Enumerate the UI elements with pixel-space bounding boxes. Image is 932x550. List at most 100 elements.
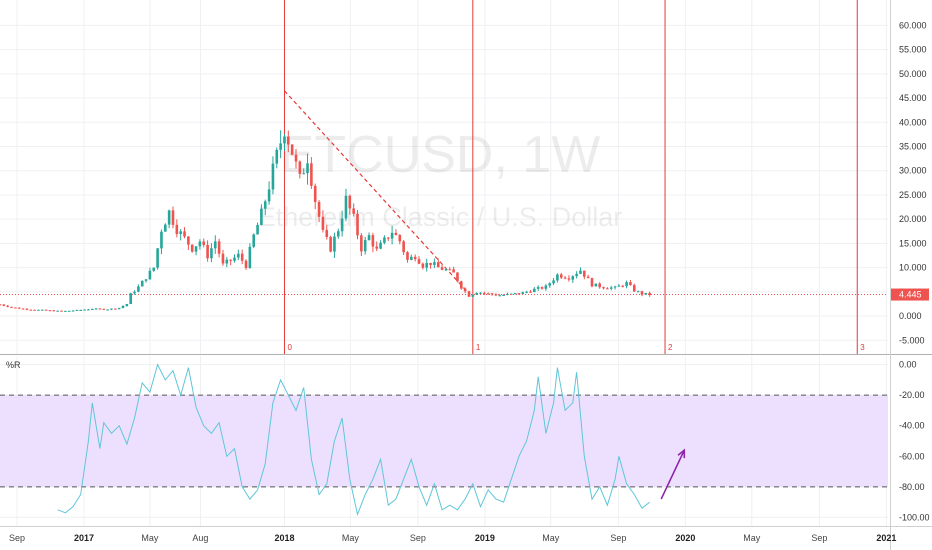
candle-body xyxy=(632,285,636,292)
candle-body xyxy=(525,291,528,293)
candle-body xyxy=(444,269,448,271)
candle-body xyxy=(33,309,36,311)
candle-body xyxy=(221,253,225,264)
williams-r-band xyxy=(0,394,888,488)
candle-body xyxy=(629,282,632,286)
candle-body xyxy=(348,195,352,209)
candle-body xyxy=(333,236,336,252)
candle-body xyxy=(329,236,332,252)
candle-body xyxy=(87,309,90,311)
candle-body xyxy=(621,285,625,287)
candle-body xyxy=(98,308,102,310)
candle-body xyxy=(94,308,98,310)
candle-body xyxy=(586,276,590,279)
price-candles[interactable] xyxy=(0,130,651,312)
time-tick-label: May xyxy=(141,533,159,543)
candle-body xyxy=(452,269,455,273)
candle-body xyxy=(117,307,121,309)
candle-body xyxy=(402,241,405,253)
candle-body xyxy=(498,295,502,297)
candle-body xyxy=(386,237,390,239)
candle-body xyxy=(617,285,621,287)
candle-body xyxy=(114,308,117,310)
candle-body xyxy=(429,262,432,265)
time-tick-label: 2021 xyxy=(876,533,896,543)
candle-body xyxy=(152,267,156,271)
candle-body xyxy=(398,235,402,242)
candle-body xyxy=(290,144,294,155)
candle-body xyxy=(60,310,63,312)
indicator-tick-label: -60.00 xyxy=(899,451,925,461)
candle-body xyxy=(194,246,198,252)
time-tick-label: Sep xyxy=(9,533,25,543)
candle-body xyxy=(52,310,56,312)
candle-body xyxy=(517,293,521,295)
candle-body xyxy=(559,274,563,278)
candle-body xyxy=(156,248,159,268)
candle-body xyxy=(44,309,48,311)
candle-body xyxy=(248,246,252,268)
price-tick-label: 50.000 xyxy=(899,69,927,79)
indicator-series-line xyxy=(57,363,651,517)
time-axis-ticks[interactable]: Sep 2017 May Aug 2018 May Sep 2019 May Sep 2020 May… xyxy=(9,533,896,543)
candle-body xyxy=(533,288,536,293)
candle-body xyxy=(244,260,248,268)
candle-body xyxy=(237,253,240,258)
candle-body xyxy=(144,279,148,281)
arrow-annotation[interactable] xyxy=(660,448,686,500)
cycle-label: 3 xyxy=(860,343,865,352)
candle-body xyxy=(67,310,71,312)
time-tick-label: 2018 xyxy=(274,533,294,543)
candle-body xyxy=(367,235,371,241)
candle-body xyxy=(210,248,213,259)
last-price-label: 4.445 xyxy=(899,290,922,300)
time-tick-label: 2020 xyxy=(675,533,695,543)
price-tick-label: 35.000 xyxy=(899,142,927,152)
candle-body xyxy=(256,224,259,235)
candle-body xyxy=(448,269,452,271)
time-tick-label: 2019 xyxy=(475,533,495,543)
cycle-label: 1 xyxy=(476,343,481,352)
candle-body xyxy=(110,308,113,310)
candle-body xyxy=(40,309,44,311)
candle-body xyxy=(425,262,429,268)
candle-body xyxy=(594,283,598,287)
candle-body xyxy=(190,244,194,252)
price-tick-label: 20.000 xyxy=(899,214,927,224)
candle-body xyxy=(56,310,59,312)
candle-body xyxy=(571,276,575,280)
candle-body xyxy=(2,304,6,306)
candle-body xyxy=(283,136,286,144)
candle-body xyxy=(371,235,375,247)
candle-body xyxy=(440,267,444,270)
price-tick-label: 0.000 xyxy=(899,311,922,321)
candle-body xyxy=(163,224,167,232)
candle-body xyxy=(486,293,490,295)
candle-body xyxy=(552,280,555,284)
candle-body xyxy=(183,231,186,237)
candle-body xyxy=(294,154,298,162)
candle-body xyxy=(579,270,582,274)
candle-body xyxy=(521,292,525,294)
indicator-axis-ticks[interactable]: 0.00 -20.00 -40.00 -60.00 -80.00 -100.00 xyxy=(899,360,930,523)
candle-body xyxy=(356,213,359,236)
candle-body xyxy=(140,280,144,287)
candle-body xyxy=(160,231,163,249)
trendline[interactable] xyxy=(284,90,466,290)
price-tick-label: 45.000 xyxy=(899,93,927,103)
candle-body xyxy=(271,163,275,190)
candle-body xyxy=(260,208,263,225)
candle-body xyxy=(233,257,236,261)
candle-body xyxy=(179,231,182,235)
arrow-head xyxy=(677,448,686,459)
williams-r-line[interactable] xyxy=(57,363,651,517)
indicator-tick-label: -80.00 xyxy=(899,482,925,492)
candle-body xyxy=(25,308,29,310)
candle-body xyxy=(279,143,282,150)
candle-body xyxy=(64,310,67,312)
candle-body xyxy=(21,308,25,310)
candle-body xyxy=(363,240,367,252)
price-tick-label: 10.000 xyxy=(899,263,927,273)
candle-body xyxy=(252,234,256,247)
